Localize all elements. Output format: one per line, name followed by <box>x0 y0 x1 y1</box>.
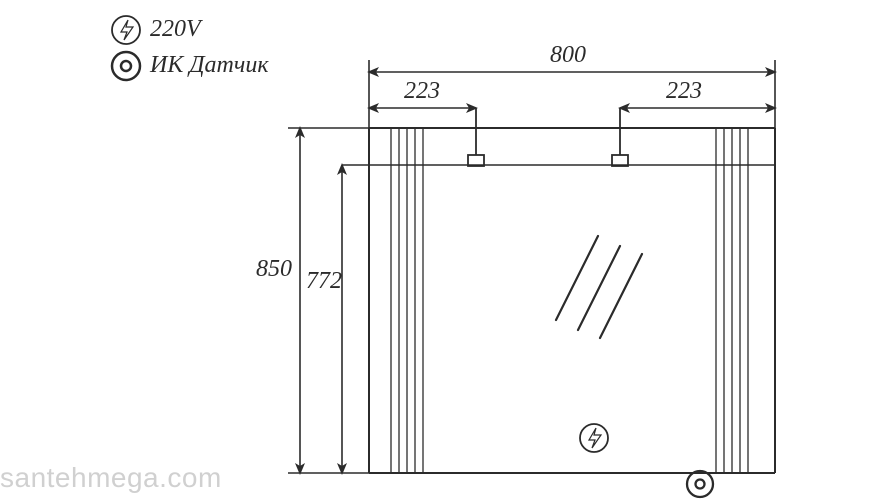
stripe-right <box>716 128 748 473</box>
dim-223-left-value: 223 <box>404 78 440 105</box>
legend-sensor-icon <box>112 52 140 80</box>
drawing-canvas: 220V ИК Датчик 800 223 223 850 772 sante… <box>0 0 880 500</box>
dim-223-right-value: 223 <box>666 78 702 105</box>
legend-power-icon <box>112 16 140 44</box>
stripe-left <box>391 128 423 473</box>
dim-772-value: 772 <box>306 268 342 295</box>
dim-850-value: 850 <box>256 256 292 283</box>
watermark: santehmega.com <box>0 462 222 494</box>
mirror-outline <box>369 128 775 473</box>
legend-sensor-label: ИК Датчик <box>150 52 269 79</box>
glass-marks <box>556 236 642 338</box>
drawing-svg <box>0 0 880 500</box>
legend-power-label: 220V <box>150 16 201 43</box>
sensor-icon <box>687 471 713 497</box>
dim-800-value: 800 <box>550 42 586 69</box>
power-icon <box>580 424 608 452</box>
hanger-right <box>612 108 628 166</box>
dim-850 <box>288 128 369 473</box>
hanger-left <box>468 108 484 166</box>
